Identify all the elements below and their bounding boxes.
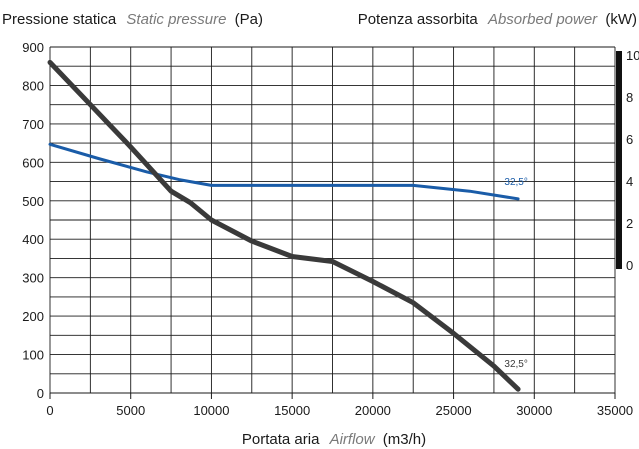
y-tick-label: 700	[22, 117, 44, 132]
y-tick-label: 800	[22, 78, 44, 93]
x-tick-label: 0	[46, 403, 53, 418]
x-tick-label: 10000	[193, 403, 229, 418]
x-tick-label: 20000	[355, 403, 391, 418]
x-axis-title: Portata aria Airflow (m3/h)	[242, 431, 426, 448]
series-layer: 32,5° 32,5°	[47, 59, 528, 392]
series-label: 32,5°	[504, 177, 527, 188]
x-tick-label: 25000	[435, 403, 471, 418]
right-tick-label: 4	[626, 174, 633, 189]
y-axis-title-unit: (Pa)	[235, 11, 263, 28]
y-tick-label: 0	[37, 386, 44, 401]
y-axis-title-it: Pressione statica	[2, 11, 117, 28]
x-tick-label: 5000	[116, 403, 145, 418]
right-tick-label: 0	[626, 258, 633, 273]
y-tick-label: 100	[22, 348, 44, 363]
tick-labels: 0 5000 10000 15000 20000 25000 30000 3500001002…	[22, 40, 633, 418]
x-axis-title-unit: (m3/h)	[383, 431, 426, 448]
y-axis-title: Pressione statica Static pressure (Pa)	[2, 11, 263, 28]
y2-axis-title-it: Potenza assorbita	[358, 11, 479, 28]
y2-axis-title: Potenza assorbita Absorbed power (kW)	[358, 11, 637, 28]
y-axis-title-en: Static pressure	[126, 11, 226, 28]
x-tick-label: 35000	[597, 403, 633, 418]
right-tick-label: 2	[626, 216, 633, 231]
y-tick-label: 300	[22, 271, 44, 286]
right-tick-label: 10	[626, 48, 639, 63]
right-axis: 10 8 6 4 2 0	[616, 48, 639, 273]
x-axis-title-it: Portata aria	[242, 431, 320, 448]
x-axis-title-en: Airflow	[329, 431, 376, 448]
right-tick-label: 8	[626, 90, 633, 105]
right-tick-label: 6	[626, 132, 633, 147]
y2-axis-title-unit: (kW)	[605, 11, 637, 28]
x-tick-label: 15000	[274, 403, 310, 418]
y-tick-label: 200	[22, 309, 44, 324]
series-line	[47, 59, 521, 392]
grid	[49, 46, 616, 399]
x-tick-label: 30000	[516, 403, 552, 418]
y-tick-label: 900	[22, 40, 44, 55]
series-line	[48, 142, 520, 201]
right-axis-bar	[616, 51, 622, 269]
y-tick-label: 500	[22, 194, 44, 209]
series-label: 32,5°	[504, 359, 527, 370]
y2-axis-title-en: Absorbed power	[487, 11, 598, 28]
y-tick-label: 400	[22, 232, 44, 247]
y-tick-label: 600	[22, 155, 44, 170]
